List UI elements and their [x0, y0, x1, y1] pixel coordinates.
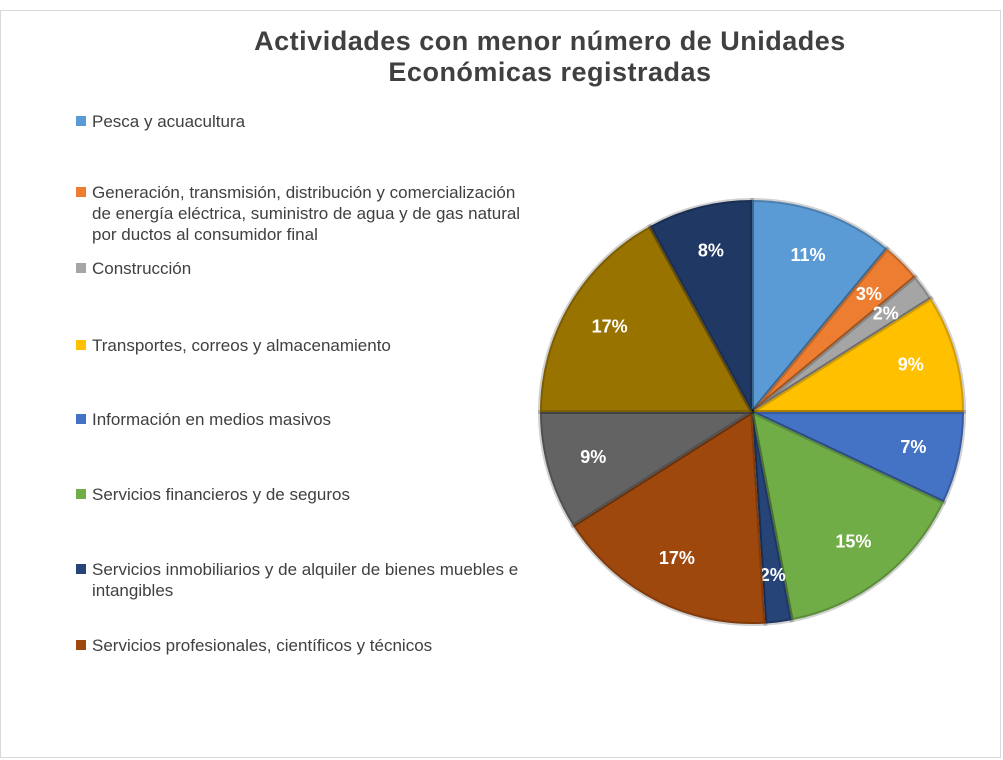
legend-swatch	[76, 564, 86, 574]
pie-slice	[745, 295, 967, 414]
legend-entry: Transportes, correos y almacenamiento	[76, 335, 522, 356]
legend-label: Servicios inmobiliarios y de alquiler de…	[92, 560, 519, 600]
legend-label: Servicios financieros y de seguros	[92, 485, 350, 504]
pie-slice	[537, 223, 756, 414]
data-label: 9%	[898, 355, 924, 375]
data-label: 17%	[592, 317, 628, 337]
legend-swatch	[76, 414, 86, 424]
legend-entry: Pesca y acuacultura	[76, 111, 522, 132]
legend-entry: Generación, transmisión, distribución y …	[76, 182, 522, 245]
chart-title: Actividades con menor número de Unidades…	[254, 26, 846, 87]
data-label: 11%	[790, 245, 825, 265]
pie-slice	[750, 245, 919, 414]
legend-label: Pesca y acuacultura	[92, 112, 246, 131]
pie-slice	[750, 411, 795, 626]
legend-entry: Servicios inmobiliarios y de alquiler de…	[76, 559, 522, 601]
pie-slice	[537, 410, 759, 529]
data-label: 7%	[900, 437, 926, 457]
legend-label: Servicios profesionales, científicos y t…	[92, 636, 433, 655]
pie-slice	[750, 274, 934, 414]
legend-entry: Construcción	[76, 258, 522, 279]
legend-swatch	[76, 640, 86, 650]
data-label: 9%	[580, 447, 606, 467]
pie-slice	[750, 197, 890, 418]
data-label: 2%	[873, 304, 899, 324]
legend-entry: Servicios profesionales, científicos y t…	[76, 635, 522, 656]
pie-slice	[647, 197, 754, 413]
legend-swatch	[76, 263, 86, 273]
legend-label: Generación, transmisión, distribución y …	[92, 183, 521, 244]
pie-slice	[749, 408, 947, 623]
legend-swatch	[76, 489, 86, 499]
legend-swatch	[76, 340, 86, 350]
data-label: 3%	[856, 284, 882, 304]
chart-frame	[0, 10, 1001, 758]
legend-label: Construcción	[92, 259, 192, 278]
legend-label: Transportes, correos y almacenamiento	[92, 336, 391, 355]
legend-swatch	[76, 187, 86, 197]
data-label: 17%	[659, 548, 695, 568]
data-label: 2%	[760, 565, 786, 585]
legend-entry: Servicios financieros y de seguros	[76, 484, 522, 505]
pie-slice	[570, 408, 768, 626]
data-label: 15%	[835, 531, 871, 551]
legend-label: Información en medios masivos	[92, 410, 332, 429]
pie-slice	[751, 410, 967, 505]
legend-swatch	[76, 116, 86, 126]
data-label: 8%	[698, 241, 724, 261]
legend-entry: Información en medios masivos	[76, 409, 522, 430]
